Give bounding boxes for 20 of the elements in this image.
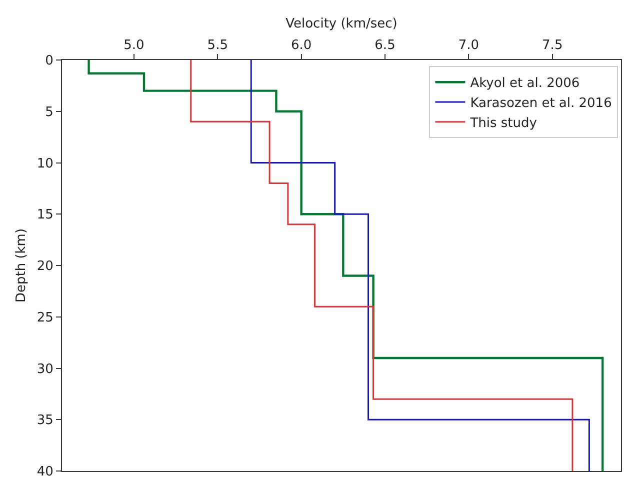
x-tick-label: 7.5 — [542, 38, 563, 53]
y-tick-label: 20 — [36, 259, 54, 274]
y-tick-label: 0 — [45, 54, 54, 69]
legend-label: This study — [469, 116, 538, 131]
y-tick-label: 25 — [36, 310, 54, 326]
x-tick-label: 5.5 — [207, 38, 228, 53]
y-tick-label: 15 — [36, 208, 54, 223]
legend-label: Akyol et al. 2006 — [470, 76, 580, 92]
y-tick-label: 35 — [36, 413, 54, 428]
x-tick-label: 7.0 — [458, 38, 480, 53]
y-tick-label: 40 — [36, 464, 54, 480]
y-tick-label: 10 — [36, 156, 54, 172]
x-tick-label: 6.5 — [374, 38, 396, 53]
y-tick-label: 30 — [36, 362, 54, 377]
x-tick-label: 6.0 — [290, 38, 312, 53]
y-tick-label: 5 — [45, 104, 54, 120]
y-axis-title: Depth (km) — [14, 228, 29, 303]
x-tick-label: 5.0 — [124, 38, 144, 53]
legend-label: Karasozen et al. 2016 — [470, 96, 612, 112]
x-axis-title: Velocity (km/sec) — [286, 16, 398, 32]
